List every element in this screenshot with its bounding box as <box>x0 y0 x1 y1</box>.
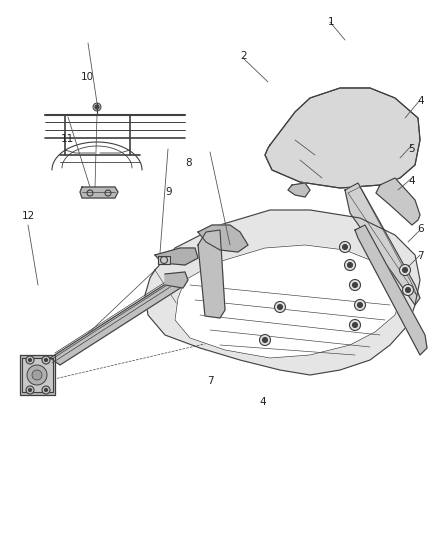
Text: 5: 5 <box>408 144 415 154</box>
Text: 1: 1 <box>327 18 334 27</box>
Text: 8: 8 <box>185 158 192 167</box>
Circle shape <box>95 105 99 109</box>
Polygon shape <box>345 183 420 305</box>
Polygon shape <box>198 230 225 318</box>
Circle shape <box>399 264 410 276</box>
Text: 11: 11 <box>61 134 74 143</box>
Polygon shape <box>155 248 198 265</box>
Circle shape <box>406 287 410 293</box>
Text: 9: 9 <box>165 187 172 197</box>
Circle shape <box>275 302 286 312</box>
Text: 4: 4 <box>417 96 424 106</box>
Circle shape <box>345 260 356 271</box>
Circle shape <box>26 356 34 364</box>
Circle shape <box>357 303 363 308</box>
Circle shape <box>350 319 360 330</box>
Polygon shape <box>165 272 188 288</box>
Circle shape <box>278 304 283 310</box>
Circle shape <box>262 337 268 343</box>
Circle shape <box>353 282 357 287</box>
Circle shape <box>403 285 413 295</box>
Polygon shape <box>265 88 420 188</box>
Text: 6: 6 <box>417 224 424 234</box>
Polygon shape <box>158 256 170 264</box>
Polygon shape <box>198 225 248 252</box>
Text: 4: 4 <box>408 176 415 186</box>
Circle shape <box>28 359 32 361</box>
Polygon shape <box>50 278 185 365</box>
Circle shape <box>350 279 360 290</box>
Circle shape <box>42 356 50 364</box>
Polygon shape <box>145 210 420 375</box>
Circle shape <box>354 300 365 311</box>
Circle shape <box>27 365 47 385</box>
Text: 7: 7 <box>207 376 214 386</box>
Circle shape <box>347 262 353 268</box>
Text: 4: 4 <box>259 398 266 407</box>
Polygon shape <box>288 183 310 197</box>
Circle shape <box>32 370 42 380</box>
Circle shape <box>343 245 347 249</box>
Polygon shape <box>80 187 118 198</box>
Polygon shape <box>355 225 427 355</box>
Polygon shape <box>20 355 55 395</box>
Circle shape <box>403 268 407 272</box>
Circle shape <box>259 335 271 345</box>
Text: 7: 7 <box>417 251 424 261</box>
Polygon shape <box>22 358 53 392</box>
Circle shape <box>353 322 357 327</box>
Circle shape <box>45 389 47 392</box>
Circle shape <box>45 359 47 361</box>
Circle shape <box>93 103 101 111</box>
Text: 10: 10 <box>81 72 94 82</box>
Circle shape <box>28 389 32 392</box>
Polygon shape <box>175 245 400 358</box>
Text: 12: 12 <box>22 211 35 221</box>
Circle shape <box>339 241 350 253</box>
Polygon shape <box>376 178 420 225</box>
Text: 2: 2 <box>240 51 247 61</box>
Circle shape <box>42 386 50 394</box>
Circle shape <box>26 386 34 394</box>
